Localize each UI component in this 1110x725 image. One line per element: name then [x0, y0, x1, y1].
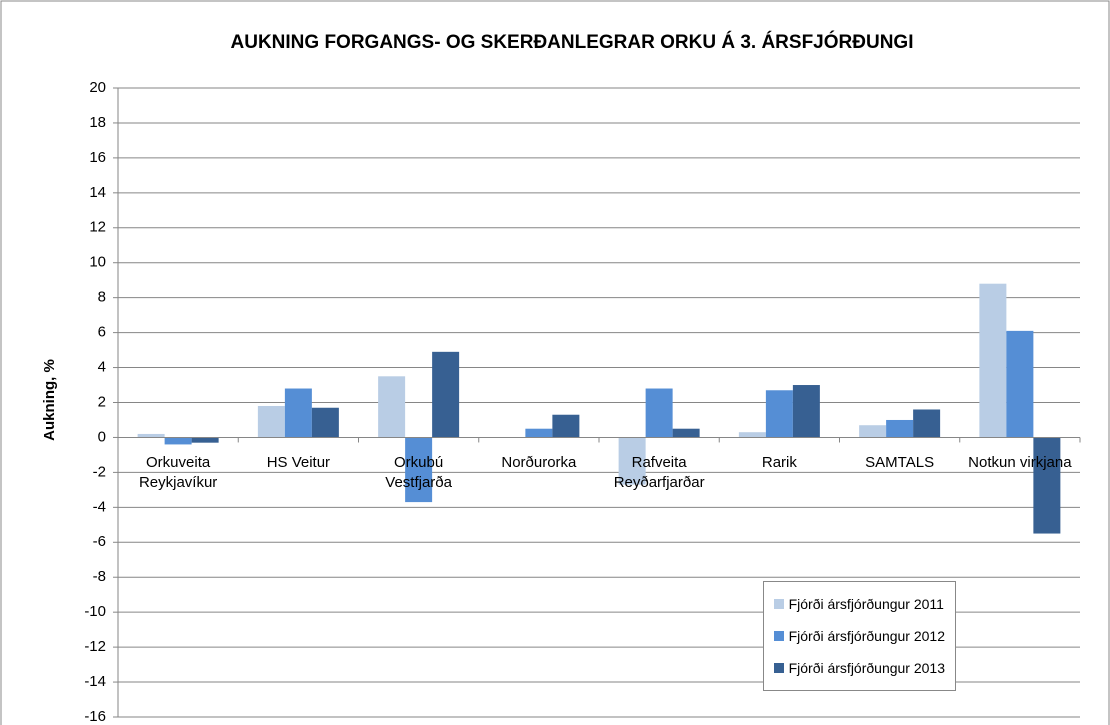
bar [311, 407, 339, 438]
y-tick-label: -6 [93, 533, 106, 550]
bar [284, 388, 312, 438]
chart-title: AUKNING FORGANGS- OG SKERÐANLEGRAR ORKU … [231, 31, 914, 53]
x-tick-label: Orkuveita Reykjavíkur [138, 454, 218, 492]
y-tick-label: -2 [93, 463, 106, 480]
bar [913, 409, 941, 438]
y-tick-label: 18 [89, 114, 106, 131]
bar [859, 425, 887, 438]
bar [552, 414, 580, 438]
bar [672, 428, 700, 438]
legend-item: Fjórði ársfjórðungur 2013 [773, 652, 945, 684]
legend: Fjórði ársfjórðungur 2011 Fjórði ársfjórð… [762, 581, 956, 691]
y-tick-label: 12 [89, 219, 106, 236]
bar [405, 437, 433, 503]
legend-item: Fjórði ársfjórðungur 2011 [773, 588, 945, 620]
bar [1006, 330, 1034, 438]
y-tick-label: 10 [89, 254, 106, 271]
bar [191, 437, 219, 443]
y-tick-label: -12 [84, 638, 106, 655]
y-tick-label: -10 [84, 603, 106, 620]
y-tick-label: 16 [89, 149, 106, 166]
bar [979, 283, 1007, 438]
legend-swatch [773, 599, 784, 609]
y-tick-label: 14 [89, 184, 106, 201]
bar [432, 351, 460, 438]
bar [137, 433, 165, 438]
y-tick-label: 20 [89, 79, 106, 96]
y-tick-label: 2 [98, 393, 106, 410]
y-tick-label: -14 [84, 673, 106, 690]
bar [618, 437, 646, 485]
bar [257, 405, 285, 438]
bar [886, 419, 914, 438]
legend-swatch [773, 663, 784, 673]
y-tick-label: 6 [98, 324, 106, 341]
x-tick-label: Rarik [761, 454, 797, 472]
legend-label: Fjórði ársfjórðungur 2011 [788, 596, 944, 612]
bar [765, 390, 793, 438]
x-tick-label: Notkun virkjana [968, 454, 1072, 472]
y-tick-label: -8 [93, 568, 106, 585]
bar [1033, 437, 1061, 534]
bar [645, 388, 673, 438]
legend-label: Fjórði ársfjórðungur 2012 [788, 628, 945, 644]
legend-swatch [773, 631, 784, 641]
bar [164, 437, 192, 445]
x-tick-label: SAMTALS [865, 454, 935, 472]
y-axis-label: Aukning, % [41, 359, 58, 441]
y-tick-label: 4 [98, 359, 106, 376]
legend-label: Fjórði ársfjórðungur 2013 [788, 660, 945, 676]
y-tick-label: -4 [93, 498, 106, 515]
y-tick-label: -16 [84, 708, 106, 725]
y-tick-label: 8 [98, 289, 106, 306]
bar [378, 376, 406, 438]
legend-item: Fjórði ársfjórðungur 2012 [773, 620, 945, 652]
y-tick-label: 0 [98, 428, 106, 445]
bar [525, 428, 553, 438]
x-tick-label: HS Veitur [266, 454, 331, 472]
x-tick-label: Norðurorka [501, 454, 577, 472]
x-tick-label: Rafveita Reyðarfjarðar [613, 454, 705, 492]
bar [792, 385, 820, 438]
bar [738, 432, 766, 438]
x-tick-label: Orkubú Vestfjarða [385, 454, 452, 492]
